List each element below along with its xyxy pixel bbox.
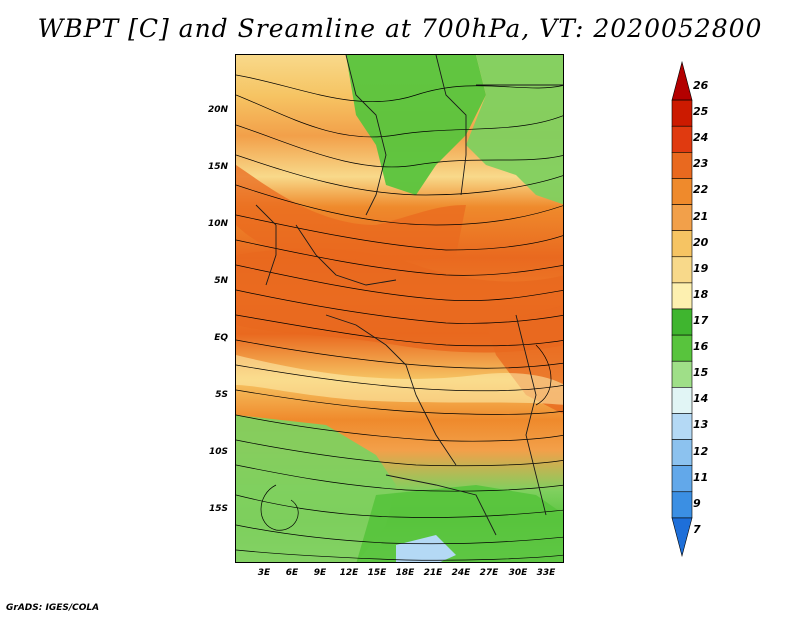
colorbar-segment bbox=[671, 387, 693, 414]
colorbar-label: 19 bbox=[693, 261, 709, 275]
green-region-northeast bbox=[466, 55, 563, 205]
weather-map bbox=[235, 54, 564, 563]
colorbar-segment bbox=[671, 204, 693, 231]
colorbar-label: 18 bbox=[693, 287, 709, 301]
colorbar-segment bbox=[671, 282, 693, 310]
colorbar-segment bbox=[671, 439, 693, 466]
colorbar bbox=[671, 60, 693, 558]
red-band-equator bbox=[236, 248, 563, 353]
streamlines bbox=[236, 74, 563, 561]
lon-label: 21E bbox=[423, 568, 443, 578]
colorbar-label: 21 bbox=[693, 209, 709, 223]
green-region-north bbox=[346, 55, 486, 195]
colorbar-segment bbox=[671, 491, 693, 519]
colorbar-segment bbox=[671, 99, 693, 127]
colorbar-label: 24 bbox=[693, 131, 709, 145]
lon-label: 18E bbox=[395, 568, 415, 578]
colorbar-label: 17 bbox=[693, 314, 709, 327]
colorbar-segment bbox=[671, 334, 693, 362]
colorbar-label: 15 bbox=[693, 366, 709, 380]
green-region-south bbox=[356, 485, 563, 562]
lat-label: 5N bbox=[214, 276, 228, 286]
colorbar-segment bbox=[671, 308, 693, 336]
lon-label: 24E bbox=[451, 568, 471, 578]
colorbar-label: 23 bbox=[693, 157, 709, 171]
colorbar-label: 12 bbox=[693, 444, 709, 458]
lat-label: 15S bbox=[208, 504, 228, 514]
lat-label: 15N bbox=[207, 162, 228, 172]
lat-label: 20N bbox=[207, 105, 228, 115]
lat-label: 10N bbox=[207, 219, 228, 229]
colorbar-label: 9 bbox=[693, 496, 701, 510]
lon-label: 33E bbox=[536, 568, 556, 578]
colorbar-segment bbox=[671, 178, 693, 205]
colorbar-label: 20 bbox=[693, 235, 709, 249]
colorbar-segment bbox=[671, 413, 693, 440]
green-region-southwest bbox=[236, 415, 396, 562]
colorbar-segment bbox=[671, 60, 693, 101]
colorbar-label: 14 bbox=[693, 392, 709, 406]
lat-label: 10S bbox=[208, 447, 228, 457]
map-canvas bbox=[236, 55, 563, 562]
lon-label: 12E bbox=[339, 568, 359, 578]
colorbar-segment bbox=[671, 360, 693, 388]
colorbar-label: 22 bbox=[693, 183, 709, 197]
colorbar-segment bbox=[671, 125, 693, 153]
blue-region-south bbox=[396, 535, 456, 562]
colorbar-segment bbox=[671, 517, 693, 558]
lon-label: 9E bbox=[313, 568, 327, 578]
colorbar-label: 11 bbox=[693, 470, 709, 484]
colorbar-label: 7 bbox=[693, 522, 701, 536]
red-band-north bbox=[236, 165, 466, 261]
colorbar-label: 13 bbox=[693, 418, 709, 432]
lon-label: 3E bbox=[257, 568, 271, 578]
colorbar-label: 16 bbox=[693, 340, 709, 354]
yellow-band bbox=[236, 355, 563, 405]
lon-label: 30E bbox=[508, 568, 528, 578]
colorbar-segment bbox=[671, 152, 693, 179]
lat-label: 5S bbox=[215, 390, 228, 400]
lon-label: 27E bbox=[479, 568, 499, 578]
country-borders bbox=[255, 55, 563, 536]
chart-title: WBPT [C] and Sreamline at 700hPa, VT: 20… bbox=[37, 14, 763, 43]
colorbar-segment bbox=[671, 465, 693, 493]
colorbar-segment bbox=[671, 256, 693, 284]
colorbar-label: 25 bbox=[693, 105, 709, 119]
lon-label: 6E bbox=[285, 568, 299, 578]
grads-credit: GrADS: IGES/COLA bbox=[6, 603, 100, 613]
lat-label: EQ bbox=[214, 333, 228, 343]
colorbar-segment bbox=[671, 230, 693, 258]
lon-label: 15E bbox=[367, 568, 387, 578]
colorbar-label: 26 bbox=[693, 79, 709, 92]
